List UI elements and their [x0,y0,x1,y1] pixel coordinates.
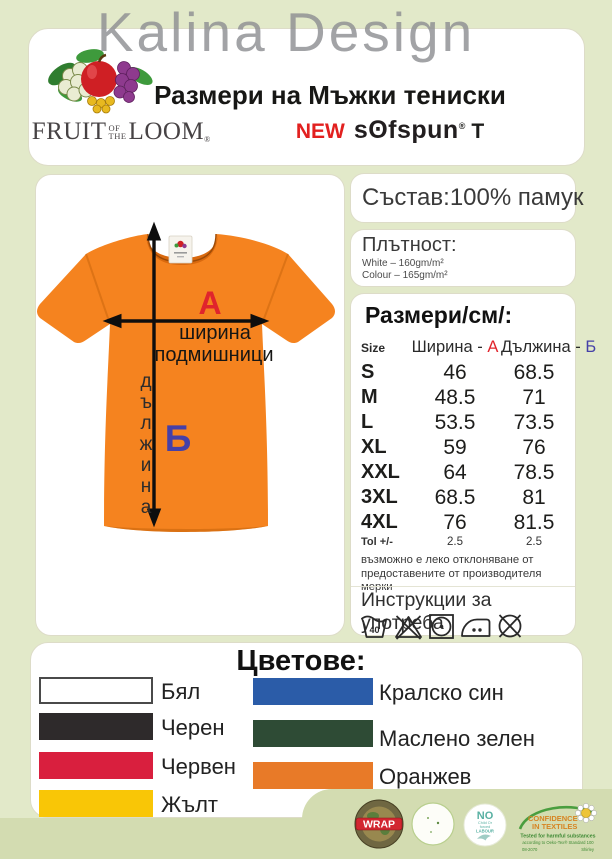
measure-label-a: А [198,285,222,321]
composition-card: Състав:100% памук [350,173,583,223]
measure-label-b: Б [164,418,192,459]
care-icons-row: 40 [359,612,525,640]
brand-variant-t: T [471,120,485,143]
svg-text:Tested for harmful substances: Tested for harmful substances [520,834,595,840]
color-swatch-orange [253,762,373,789]
color-swatch-black [39,713,153,740]
sizes-title: Размери/см/: [365,302,513,328]
round-certification-icon [411,802,455,846]
deviation-note: възможно е леко отклоняване от предостав… [361,554,542,593]
neck-label [168,235,193,264]
density-title: Плътност: [362,234,457,256]
table-row: 3XL 68.5 81 [361,485,546,509]
fotl-the: THE [108,131,127,141]
color-label: Черен [161,715,225,740]
width-label-line2: подмишници [154,344,274,366]
svg-text:WRAP: WRAP [363,819,395,831]
fruit-of-the-loom-logo-icon [48,49,153,114]
oeko-tex-confidence-icon: CONFIDENCE IN TEXTILES Tested for harmfu… [518,803,597,852]
color-label: Червен [161,754,236,779]
table-row: M 48.5 71 [361,385,546,409]
tumble-dry-icon [429,614,454,639]
svg-text:forced: forced [480,825,491,829]
svg-text:LABOUR: LABOUR [476,829,494,834]
color-swatch-white [39,677,153,704]
do-not-dry-clean-icon [498,614,522,638]
table-row: L 53.5 73.5 [361,410,555,434]
color-label: Бял [161,679,201,704]
svg-text:08-2070: 08-2070 [522,847,538,852]
svg-text:40: 40 [369,625,379,635]
tshirt-body [37,234,335,532]
color-label: Маслено зелен [379,726,535,751]
wash-40-icon: 40 [360,615,389,638]
orange-tshirt-image [37,221,335,532]
col-length: Дължина - Б [501,338,597,356]
colors-title: Цветове: [236,645,366,677]
svg-text:IN TEXTILES: IN TEXTILES [532,822,577,831]
fotl-reg: ® [204,135,211,144]
size-table-header: Size Ширина - А Дължина - Б [361,338,597,357]
svg-text:according to Oeko-Tex® Standar: according to Oeko-Tex® Standard 100 [522,840,594,845]
fruit-of-the-loom-wordmark: FRUIT OF THE LOOM ® [32,118,210,146]
col-size: Size [361,340,386,355]
density-colour: Colour – 165gm/m² [362,270,448,281]
page-title: Размери на Мъжки тениски [154,80,506,110]
no-child-labour-icon: NO Child Or forced LABOUR [463,803,507,847]
do-not-bleach-icon [395,615,422,640]
wrap-certification-icon: WRAP [354,799,404,849]
new-badge: NEW [295,120,345,143]
density-card: Плътност: White – 160gm/m² Colour – 165g… [350,229,576,287]
fotl-loom: LOOM [128,118,205,145]
colors-panel: Цветове: Бял Черен Червен Жълт Кралско с… [30,642,583,818]
product-brand-row: NEW sʘfspun ® T [270,116,510,145]
brand-sofspun: sʘfspun [353,116,459,144]
length-label-vertical: д ъ л ж и н а [139,371,153,518]
composition-text: Състав:100% памук [362,184,584,211]
color-label: Оранжев [379,764,472,789]
sizes-card: Размери/см/: Size Ширина - А Дължина - Б… [350,293,597,640]
bottom-band [0,818,612,859]
daisy-icon [575,803,597,823]
table-row: 4XL 76 81.5 [361,510,555,534]
brand-reg-mark: ® [458,121,466,131]
width-label-line1: ширина [179,322,251,344]
width-arrow [102,313,270,329]
watermark-kalina-design: Kalina Design [96,1,476,63]
color-swatch-red [39,752,153,779]
color-label: Жълт [161,792,218,817]
divider [351,586,575,587]
fotl-fruit: FRUIT [31,118,107,145]
table-row: XL 59 76 [361,435,546,459]
length-arrow [146,221,162,528]
table-row: S 46 68.5 [361,360,555,384]
color-swatch-olive-green [253,720,373,747]
color-swatch-yellow [39,790,153,817]
care-instructions-title: Инструкции за употреба [361,589,492,634]
svg-text:NO: NO [477,810,494,822]
table-row: XXL 64 78.5 [361,460,555,484]
svg-text:Child Or: Child Or [478,821,493,825]
col-width: Ширина - А [411,338,499,356]
fotl-of: OF [108,122,121,133]
iron-icon [461,618,491,637]
tshirt-collar [146,232,218,265]
tolerance-row: Tol +/- 2.5 2.5 [361,536,542,548]
color-label: Кралско син [379,680,504,705]
density-white: White – 160gm/m² [362,258,444,269]
svg-text:Shirley: Shirley [581,847,595,852]
dove-icon [477,834,491,841]
color-swatch-royal-blue [253,678,373,705]
svg-text:CONFIDENCE: CONFIDENCE [528,814,578,823]
